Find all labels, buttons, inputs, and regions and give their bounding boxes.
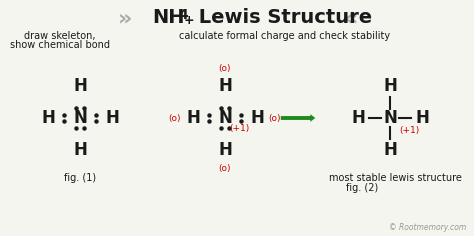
Text: »: » — [118, 8, 132, 28]
Text: most stable lewis structure: most stable lewis structure — [328, 173, 461, 183]
Text: show chemical bond: show chemical bond — [10, 40, 110, 50]
Text: H: H — [383, 77, 397, 95]
Text: N: N — [383, 109, 397, 127]
Text: H: H — [383, 141, 397, 159]
Text: H: H — [415, 109, 429, 127]
Text: © Rootmemory.com: © Rootmemory.com — [389, 223, 466, 232]
Text: H: H — [186, 109, 200, 127]
Text: (o): (o) — [219, 63, 231, 72]
Text: N: N — [218, 109, 232, 127]
Text: calculate formal charge and check stability: calculate formal charge and check stabil… — [180, 31, 391, 41]
Text: H: H — [41, 109, 55, 127]
Text: NH: NH — [152, 8, 184, 27]
Text: fig. (2): fig. (2) — [346, 183, 378, 193]
Text: fig. (1): fig. (1) — [64, 173, 96, 183]
Text: H: H — [351, 109, 365, 127]
Text: H: H — [218, 77, 232, 95]
Text: H: H — [250, 109, 264, 127]
Text: Lewis Structure: Lewis Structure — [192, 8, 372, 27]
Text: 4: 4 — [178, 8, 188, 22]
Text: N: N — [73, 109, 87, 127]
Text: H: H — [73, 77, 87, 95]
Text: (o): (o) — [219, 164, 231, 173]
Text: (o): (o) — [169, 114, 181, 122]
Text: +: + — [184, 14, 195, 27]
Text: H: H — [218, 141, 232, 159]
Text: (+1): (+1) — [229, 125, 249, 134]
Text: (+1): (+1) — [399, 126, 419, 135]
Text: draw skeleton,: draw skeleton, — [24, 31, 96, 41]
Text: H: H — [73, 141, 87, 159]
Text: H: H — [105, 109, 119, 127]
Text: (o): (o) — [269, 114, 281, 122]
Text: «: « — [343, 8, 357, 28]
